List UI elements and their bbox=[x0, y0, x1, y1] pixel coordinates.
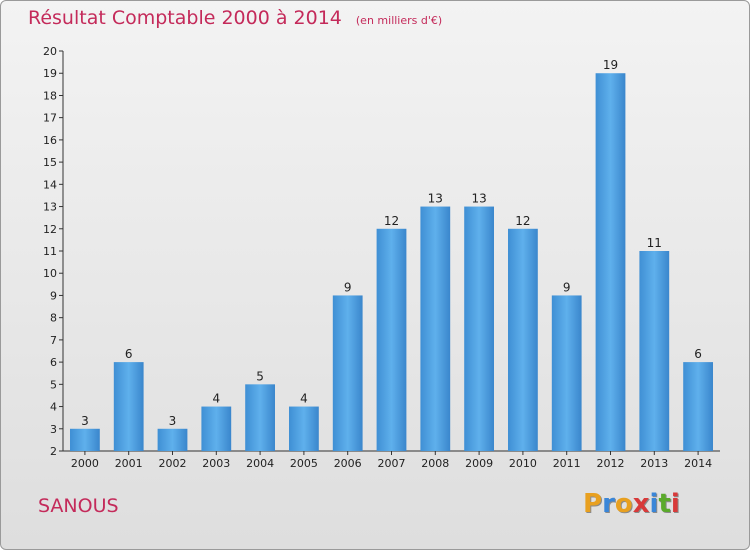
bar-2003 bbox=[201, 406, 232, 451]
y-tick-label: 6 bbox=[50, 356, 57, 369]
bar-2014 bbox=[683, 362, 713, 451]
bar-2009 bbox=[464, 206, 494, 451]
value-label-2010: 12 bbox=[515, 214, 530, 228]
bar-2012 bbox=[595, 73, 626, 451]
y-tick-label: 20 bbox=[43, 45, 57, 58]
value-label-2005: 4 bbox=[300, 392, 308, 406]
x-tick-label-2005: 2005 bbox=[290, 457, 318, 470]
logo-letter: r bbox=[602, 489, 615, 519]
proxiti-logo: Proxiti bbox=[583, 489, 680, 519]
x-tick-label-2008: 2008 bbox=[421, 457, 449, 470]
y-tick-label: 5 bbox=[50, 378, 57, 391]
x-tick-label-2013: 2013 bbox=[640, 457, 668, 470]
bar-2011 bbox=[551, 295, 582, 451]
logo-letter: t bbox=[658, 489, 671, 519]
x-tick-label-2010: 2010 bbox=[509, 457, 537, 470]
bar-2010 bbox=[508, 228, 538, 451]
y-tick-label: 18 bbox=[43, 89, 57, 102]
value-label-2006: 9 bbox=[344, 280, 352, 294]
x-tick-label-2012: 2012 bbox=[597, 457, 625, 470]
chart-subtitle: (en milliers d'€) bbox=[355, 14, 443, 27]
x-tick-label-2007: 2007 bbox=[378, 457, 406, 470]
y-tick-label: 8 bbox=[50, 312, 57, 325]
value-label-2003: 4 bbox=[212, 392, 220, 406]
y-tick-label: 9 bbox=[50, 289, 57, 302]
x-tick-label-2006: 2006 bbox=[334, 457, 362, 470]
bar-2008 bbox=[420, 206, 451, 451]
logo-letter: i bbox=[649, 489, 659, 519]
value-label-2004: 5 bbox=[256, 369, 264, 383]
bar-2001 bbox=[113, 362, 144, 451]
value-label-2001: 6 bbox=[125, 347, 133, 361]
x-tick-label-2001: 2001 bbox=[115, 457, 143, 470]
value-label-2014: 6 bbox=[694, 347, 702, 361]
bar-2002 bbox=[157, 428, 188, 451]
y-tick-label: 16 bbox=[43, 134, 57, 147]
value-label-2008: 13 bbox=[428, 192, 443, 206]
bar-2007 bbox=[376, 228, 407, 451]
bar-2006 bbox=[332, 295, 363, 451]
value-label-2012: 19 bbox=[603, 58, 618, 72]
logo-letter: P bbox=[583, 489, 603, 519]
logo-letter: i bbox=[670, 489, 680, 519]
logo-letter: x bbox=[632, 489, 650, 519]
y-tick-label: 14 bbox=[43, 178, 57, 191]
value-label-2002: 3 bbox=[169, 414, 177, 428]
bar-2005 bbox=[289, 406, 319, 451]
y-tick-label: 19 bbox=[43, 67, 57, 80]
y-tick-label: 15 bbox=[43, 156, 57, 169]
title-row: Résultat Comptable 2000 à 2014 (en milli… bbox=[28, 7, 442, 29]
chart-title: Résultat Comptable 2000 à 2014 bbox=[28, 7, 342, 29]
y-tick-label: 11 bbox=[43, 245, 57, 258]
value-label-2011: 9 bbox=[563, 280, 571, 294]
x-tick-label-2011: 2011 bbox=[553, 457, 581, 470]
y-tick-label: 2 bbox=[50, 445, 57, 458]
value-label-2013: 11 bbox=[647, 236, 662, 250]
x-tick-label-2004: 2004 bbox=[246, 457, 274, 470]
y-tick-label: 7 bbox=[50, 334, 57, 347]
y-tick-label: 10 bbox=[43, 267, 57, 280]
y-tick-label: 13 bbox=[43, 201, 57, 214]
x-tick-label-2003: 2003 bbox=[202, 457, 230, 470]
value-label-2009: 13 bbox=[471, 192, 486, 206]
y-tick-label: 3 bbox=[50, 423, 57, 436]
y-tick-label: 4 bbox=[50, 401, 57, 414]
commune-name: SANOUS bbox=[38, 495, 119, 517]
x-tick-label-2002: 2002 bbox=[159, 457, 187, 470]
bar-2000 bbox=[70, 428, 100, 451]
x-tick-label-2014: 2014 bbox=[684, 457, 712, 470]
bar-2013 bbox=[639, 251, 670, 451]
value-label-2007: 12 bbox=[384, 214, 399, 228]
logo-letter: o bbox=[614, 489, 633, 519]
y-tick-label: 12 bbox=[43, 223, 57, 236]
value-label-2000: 3 bbox=[81, 414, 89, 428]
x-tick-label-2000: 2000 bbox=[71, 457, 99, 470]
y-tick-label: 17 bbox=[43, 112, 57, 125]
x-tick-label-2009: 2009 bbox=[465, 457, 493, 470]
bar-2004 bbox=[245, 384, 275, 451]
